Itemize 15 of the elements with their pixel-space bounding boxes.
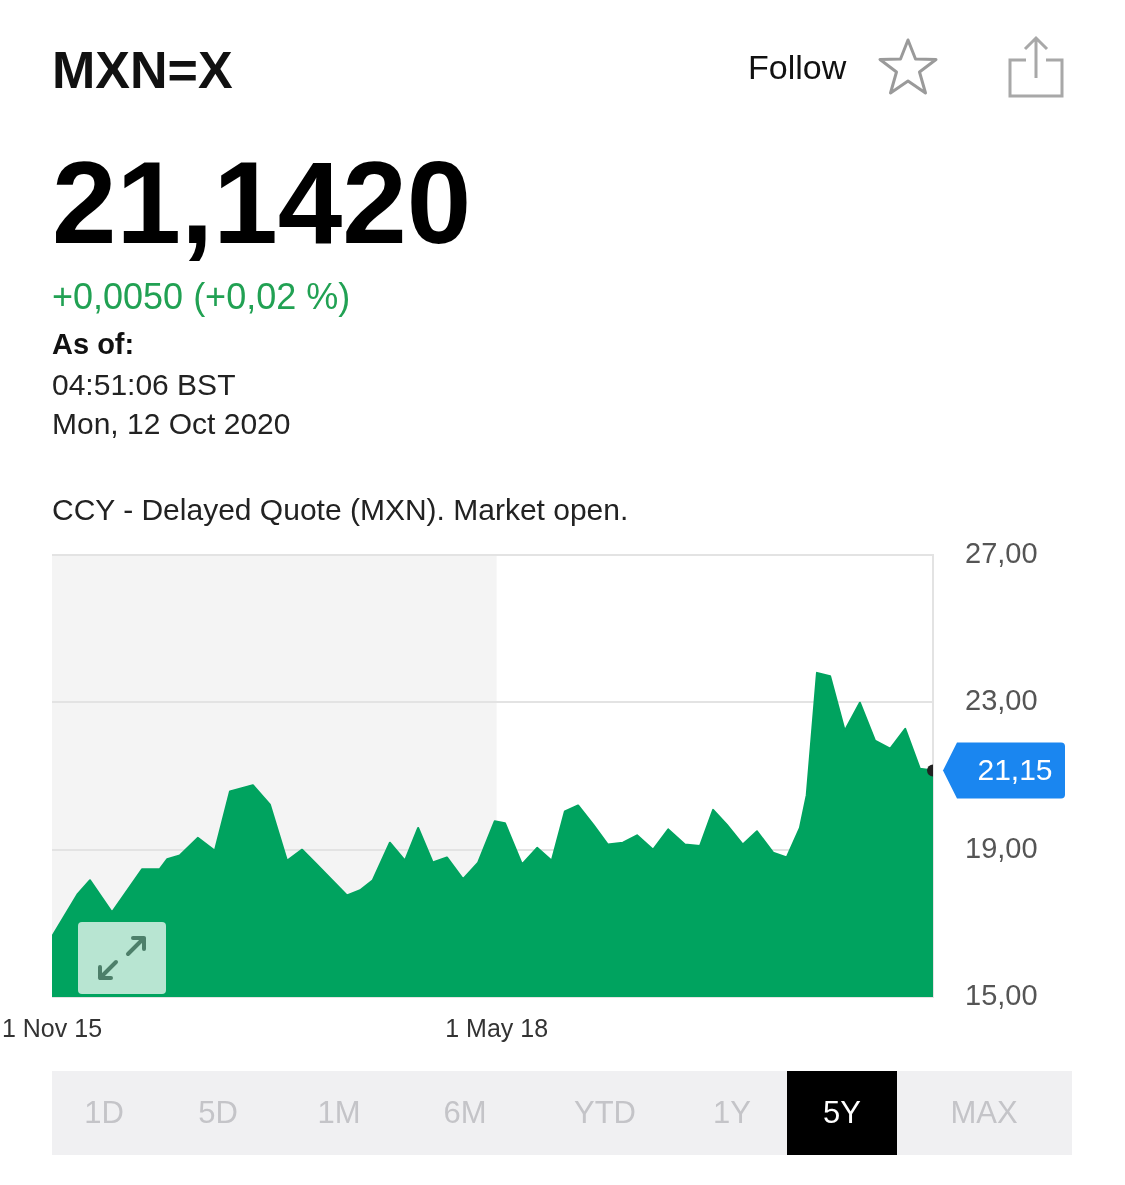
text: Mon, 12 Oct 2020: [52, 407, 291, 440]
y-tick-label: 27,00: [965, 537, 1038, 569]
text: As of:: [52, 328, 135, 360]
annotation: 21,15: [977, 752, 1053, 786]
text: Follow: [748, 48, 847, 86]
text: 21,1420: [52, 138, 472, 268]
x-tick-label: 1 Nov 15: [1, 1013, 103, 1042]
chart-title: MXN=X: [52, 41, 233, 99]
y-tick-label: 15,00: [965, 979, 1038, 1011]
y-tick-label: 23,00: [965, 684, 1038, 717]
x-tick-label: 1 May 18: [445, 1013, 549, 1042]
text: 04:51:06 BST: [52, 368, 236, 401]
text: CCY - Delayed Quote (MXN). Market open.: [52, 493, 629, 526]
y-tick-label: 19,00: [965, 831, 1038, 864]
text: +0,0050 (+0,02 %): [52, 276, 351, 317]
